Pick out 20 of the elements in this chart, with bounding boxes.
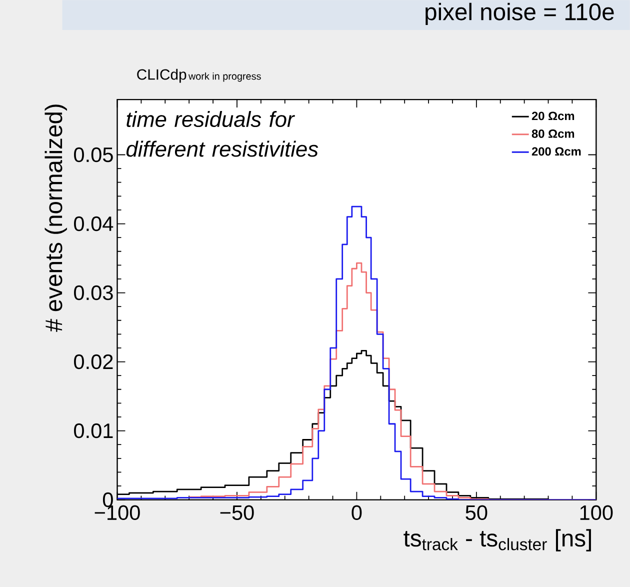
y-tick-label: 0.05: [74, 147, 113, 162]
x-tick-label: 0: [352, 505, 362, 520]
y-tick-label: 0: [102, 492, 113, 507]
x-axis-title: ts$_{track}$ - ts$_{cluster}$ [ns]: [404, 528, 591, 552]
y-axis-title: # events (normalized): [44, 104, 67, 332]
y-tick-label: 0.02: [74, 354, 113, 369]
x-tick-label: 100: [580, 505, 613, 520]
y-tick-label: 0.04: [74, 216, 114, 231]
y-tick-label: 0.03: [74, 285, 113, 300]
text: pixel noise = 110e: [426, 2, 614, 25]
legend-label: 20 Ωcm: [532, 112, 574, 120]
x-tick-label: −50: [220, 505, 254, 520]
annotation: time residuals for different resistivities: [126, 110, 318, 157]
legend-label: 80 Ωcm: [532, 129, 574, 138]
x-tick-label: −100: [94, 505, 140, 520]
chart-subtitle: work in progress: [188, 72, 261, 82]
y-tick-label: 0.01: [74, 423, 113, 438]
legend-label: 200 Ωcm: [532, 147, 581, 156]
x-tick-label: 50: [466, 505, 488, 520]
chart-title: CLICdp: [137, 68, 186, 83]
